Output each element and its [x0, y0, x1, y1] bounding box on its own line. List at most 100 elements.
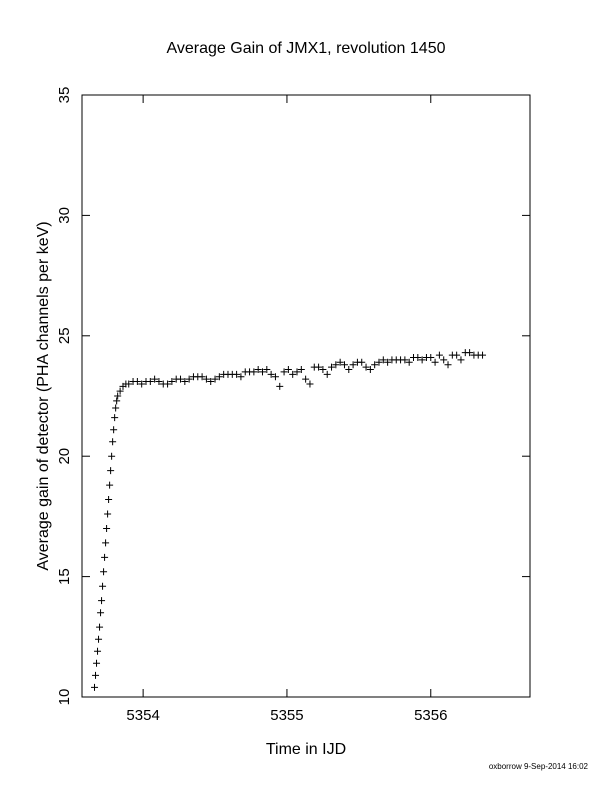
point [109, 438, 117, 446]
x-tick-label: 5355 [270, 707, 303, 724]
point [111, 414, 119, 422]
point [414, 353, 422, 361]
point [133, 378, 141, 386]
point [328, 363, 336, 371]
point [99, 582, 107, 590]
point [107, 467, 115, 475]
point [168, 378, 176, 386]
point [435, 351, 443, 359]
y-tick-label: 15 [56, 568, 73, 585]
point [177, 375, 185, 383]
y-tick-label: 25 [56, 327, 73, 344]
point [293, 368, 301, 376]
point [289, 370, 297, 378]
chart-title: Average Gain of JMX1, revolution 1450 [167, 40, 446, 57]
point [319, 366, 327, 374]
point [358, 358, 366, 366]
point [151, 375, 159, 383]
point [444, 361, 452, 369]
point [336, 358, 344, 366]
point [254, 366, 262, 374]
point [332, 361, 340, 369]
y-axis-label: Average gain of detector (PHA channels p… [35, 221, 52, 570]
point [466, 349, 474, 357]
point [237, 373, 245, 381]
point [349, 361, 357, 369]
point [427, 353, 435, 361]
point [95, 635, 103, 643]
point [114, 392, 122, 400]
point [96, 623, 104, 631]
point [97, 609, 105, 617]
y-tick-label: 10 [56, 689, 73, 706]
point [94, 647, 102, 655]
point [215, 373, 223, 381]
point [323, 370, 331, 378]
plot-frame [81, 94, 531, 698]
point [431, 358, 439, 366]
point [258, 368, 266, 376]
point [306, 380, 314, 388]
point [405, 358, 413, 366]
point [345, 366, 353, 374]
point [202, 375, 210, 383]
point [233, 370, 241, 378]
point [457, 356, 465, 364]
point [91, 683, 99, 691]
x-axis-label: Time in IJD [266, 741, 346, 758]
point [100, 568, 108, 576]
point [418, 356, 426, 364]
point [104, 510, 112, 518]
point [366, 366, 374, 374]
point [280, 368, 288, 376]
point [371, 361, 379, 369]
point [250, 368, 258, 376]
x-tick-label: 5356 [414, 707, 447, 724]
point [440, 356, 448, 364]
point [401, 356, 409, 364]
point [271, 373, 279, 381]
point [384, 358, 392, 366]
point [263, 366, 271, 374]
x-tick-label: 5354 [126, 707, 159, 724]
point [155, 378, 163, 386]
point [116, 387, 124, 395]
point [112, 404, 120, 412]
point [113, 397, 121, 405]
point [276, 382, 284, 390]
point [479, 351, 487, 359]
point [267, 370, 275, 378]
point [110, 426, 118, 434]
point [93, 659, 101, 667]
point [375, 358, 383, 366]
point [453, 351, 461, 359]
point [198, 373, 206, 381]
point [164, 380, 172, 388]
point [181, 378, 189, 386]
point [101, 553, 109, 561]
point [146, 378, 154, 386]
point [362, 363, 370, 371]
y-tick-label: 20 [56, 448, 73, 465]
point [297, 366, 305, 374]
point [302, 375, 310, 383]
y-tick-label: 35 [56, 87, 73, 104]
point [315, 363, 323, 371]
footer: oxborrow 9-Sep-2014 16:02 [489, 762, 589, 771]
point [105, 496, 113, 504]
point [98, 597, 106, 605]
point [207, 378, 215, 386]
point [379, 356, 387, 364]
point [106, 481, 114, 489]
point [340, 361, 348, 369]
point [185, 375, 193, 383]
point [284, 366, 292, 374]
y-tick-label: 30 [56, 207, 73, 224]
point [108, 452, 116, 460]
point [92, 671, 100, 679]
point [103, 524, 111, 532]
point [138, 380, 146, 388]
point [211, 375, 219, 383]
point [102, 539, 110, 547]
